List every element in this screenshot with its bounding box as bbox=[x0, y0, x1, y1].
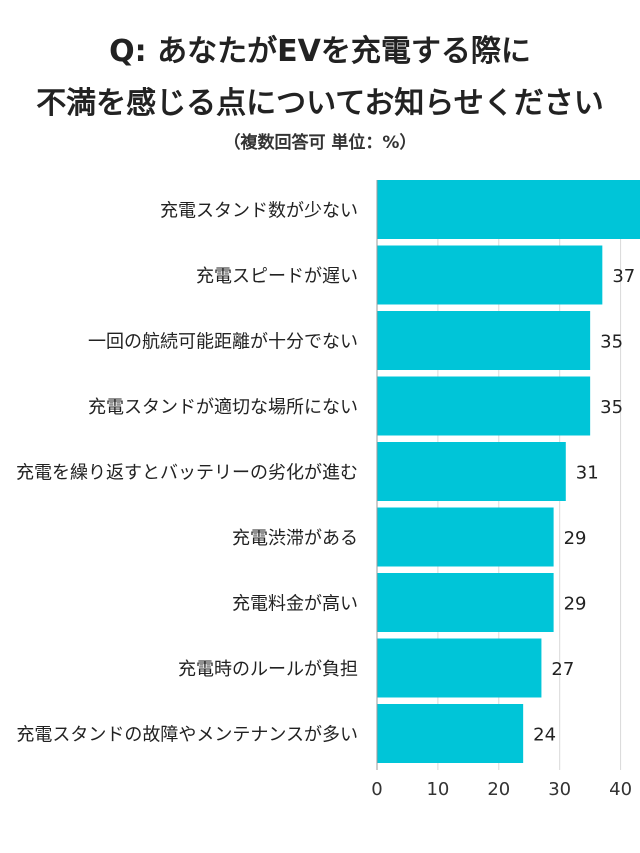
bar bbox=[377, 442, 566, 501]
value-label: 29 bbox=[564, 528, 587, 549]
bar bbox=[377, 311, 591, 370]
bar bbox=[377, 376, 591, 436]
value-label: 37 bbox=[612, 266, 635, 287]
value-label: 27 bbox=[551, 659, 574, 680]
value-label: 24 bbox=[533, 725, 556, 746]
chart-subtitle: （複数回答可 単位：%） bbox=[223, 133, 417, 153]
x-tick-label: 0 bbox=[371, 779, 382, 800]
bar bbox=[377, 507, 554, 567]
chart-title-line2: 不満を感じる点についてお知らせください bbox=[36, 86, 604, 121]
value-label: 31 bbox=[576, 463, 599, 484]
category-label: 充電スタンドが適切な場所にない bbox=[88, 397, 358, 418]
value-label: 35 bbox=[600, 332, 623, 353]
category-label: 充電スタンドの故障やメンテナンスが多い bbox=[16, 725, 358, 746]
bar bbox=[377, 704, 524, 763]
category-label: 充電を繰り返すとバッテリーの劣化が進む bbox=[16, 463, 358, 484]
bar bbox=[377, 180, 640, 239]
category-label: 充電時のルールが負担 bbox=[178, 659, 358, 680]
bar bbox=[377, 638, 542, 698]
x-tick-label: 10 bbox=[426, 779, 449, 800]
category-label: 一回の航続可能距離が十分でない bbox=[88, 332, 358, 353]
bar bbox=[377, 245, 603, 305]
x-tick-label: 30 bbox=[548, 779, 571, 800]
category-label: 充電料金が高い bbox=[232, 594, 358, 615]
bar bbox=[377, 573, 554, 632]
value-label: 29 bbox=[564, 594, 587, 615]
category-label: 充電渋滞がある bbox=[232, 528, 358, 549]
chart-title-line1: Q: あなたがEVを充電する際に bbox=[109, 34, 531, 69]
value-label: 35 bbox=[600, 397, 623, 418]
x-tick-label: 40 bbox=[609, 779, 632, 800]
category-label: 充電スピードが遅い bbox=[196, 266, 358, 287]
x-tick-label: 20 bbox=[487, 779, 510, 800]
category-label: 充電スタンド数が少ない bbox=[160, 201, 358, 222]
